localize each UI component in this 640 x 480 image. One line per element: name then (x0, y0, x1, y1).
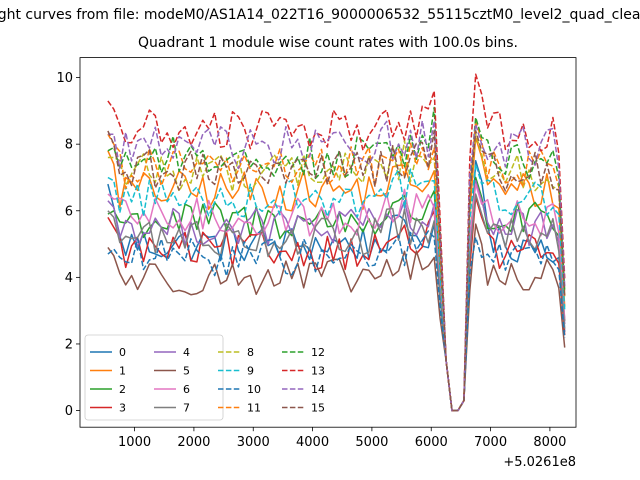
y-tick-label: 10 (56, 71, 73, 86)
x-tick-label: 2000 (177, 435, 210, 450)
y-tick-label: 2 (65, 337, 73, 352)
legend-label-14: 14 (311, 383, 325, 396)
series-layer (107, 73, 566, 412)
legend-label-11: 11 (247, 402, 261, 415)
legend-label-13: 13 (311, 365, 325, 378)
suptitle-text: Light curves from file: modeM0/AS1A14_02… (0, 7, 640, 23)
figure-suptitle: Light curves from file: modeM0/AS1A14_02… (0, 0, 640, 28)
y-tick-label: 4 (65, 271, 73, 286)
x-tick-label: 3000 (237, 435, 270, 450)
chart-title: Quadrant 1 module wise count rates with … (138, 35, 518, 51)
x-offset-label: +5.0261e8 (503, 455, 576, 470)
series-line-1 (107, 136, 566, 412)
plot-frame (79, 57, 577, 428)
legend-label-6: 6 (183, 383, 190, 396)
series-line-10 (107, 230, 566, 412)
legend-label-1: 1 (119, 365, 126, 378)
series-line-3 (107, 196, 566, 412)
series-line-15 (107, 130, 566, 412)
legend-label-3: 3 (119, 402, 126, 415)
series-line-9 (107, 163, 566, 412)
legend-label-4: 4 (183, 346, 190, 359)
series-line-4 (107, 180, 566, 412)
x-tick-label: 5000 (355, 435, 388, 450)
x-tick-label: 7000 (474, 435, 507, 450)
x-tick-label: 4000 (296, 435, 329, 450)
series-line-6 (107, 183, 566, 412)
x-tick-label: 1000 (118, 435, 151, 450)
x-tick-label: 8000 (533, 435, 566, 450)
y-tick-label: 0 (65, 404, 73, 419)
series-line-7 (107, 193, 566, 412)
legend-label-5: 5 (183, 365, 190, 378)
legend-label-0: 0 (119, 346, 126, 359)
series-line-14 (107, 120, 566, 412)
legend-label-12: 12 (311, 346, 325, 359)
series-line-13 (107, 73, 566, 412)
legend-label-2: 2 (119, 383, 126, 396)
series-line-5 (107, 223, 566, 412)
legend-label-10: 10 (247, 383, 261, 396)
legend-label-7: 7 (183, 402, 190, 415)
legend-label-8: 8 (247, 346, 254, 359)
legend-label-9: 9 (247, 365, 254, 378)
legend-box (84, 334, 224, 421)
y-tick-label: 6 (65, 204, 73, 219)
legend-label-15: 15 (311, 402, 325, 415)
x-tick-label: 6000 (415, 435, 448, 450)
series-line-12 (107, 106, 566, 412)
y-tick-label: 8 (65, 138, 73, 153)
